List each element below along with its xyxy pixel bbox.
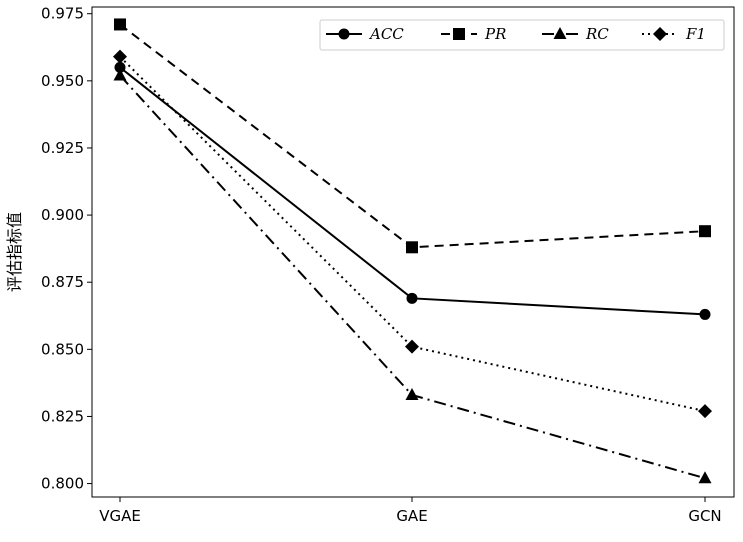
y-tick-label: 0.950 (41, 72, 84, 90)
data-point-acc (406, 292, 418, 304)
legend-item-acc: ACC (326, 25, 404, 43)
legend-box (319, 19, 725, 51)
legend-item-f1: F1 (642, 25, 706, 43)
series-rc (113, 68, 712, 484)
y-axis: 0.800 0.825 0.850 0.875 0.900 0.925 0.950 0.975 (41, 5, 92, 493)
data-point-f1 (113, 49, 127, 64)
data-point-rc (698, 471, 712, 484)
data-point-acc (114, 61, 126, 73)
legend-label-acc: ACC (368, 25, 404, 43)
x-tick-label: VGAE (99, 507, 141, 525)
legend-marker-pr (453, 28, 465, 40)
data-point-f1 (405, 339, 419, 354)
legend-marker-f1 (653, 27, 667, 41)
y-tick-label: 0.900 (41, 206, 84, 224)
series-acc (114, 61, 711, 320)
series-pr (114, 18, 711, 254)
legend-marker-acc (338, 28, 350, 40)
legend-marker-rc (553, 27, 567, 39)
legend-label-pr: PR (484, 25, 506, 43)
x-tick-label: GAE (396, 507, 427, 525)
series-group (113, 18, 712, 484)
y-tick-label: 0.925 (41, 139, 84, 157)
legend-item-pr: PR (441, 25, 506, 43)
y-tick-label: 0.850 (41, 340, 84, 358)
y-tick-label: 0.825 (41, 407, 84, 425)
data-point-rc (405, 387, 419, 400)
legend-item-rc: RC (542, 25, 609, 43)
data-point-pr (406, 241, 418, 254)
data-point-acc (699, 308, 711, 320)
x-axis: VGAE GAE GCN (99, 497, 722, 525)
x-tick-label: GCN (688, 507, 721, 525)
legend-label-f1: F1 (685, 25, 706, 43)
data-point-rc (113, 68, 127, 81)
legend-label-rc: RC (585, 25, 609, 43)
data-point-pr (114, 18, 126, 31)
series-f1 (113, 49, 712, 419)
legend: ACC PR RC F1 (319, 19, 725, 51)
data-point-pr (699, 225, 711, 238)
y-axis-label: 评估指标值 (5, 212, 24, 292)
y-tick-label: 0.975 (41, 5, 84, 23)
y-tick-label: 0.875 (41, 273, 84, 291)
data-point-f1 (698, 404, 712, 419)
y-tick-label: 0.800 (41, 475, 84, 493)
